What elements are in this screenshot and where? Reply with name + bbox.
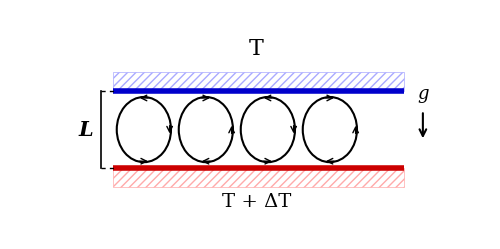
Bar	[113, 72, 404, 91]
Text: T + ΔT: T + ΔT	[222, 193, 291, 211]
Text: T: T	[249, 38, 264, 60]
Text: L: L	[78, 120, 93, 140]
Bar	[113, 168, 404, 187]
Text: g: g	[417, 85, 428, 103]
